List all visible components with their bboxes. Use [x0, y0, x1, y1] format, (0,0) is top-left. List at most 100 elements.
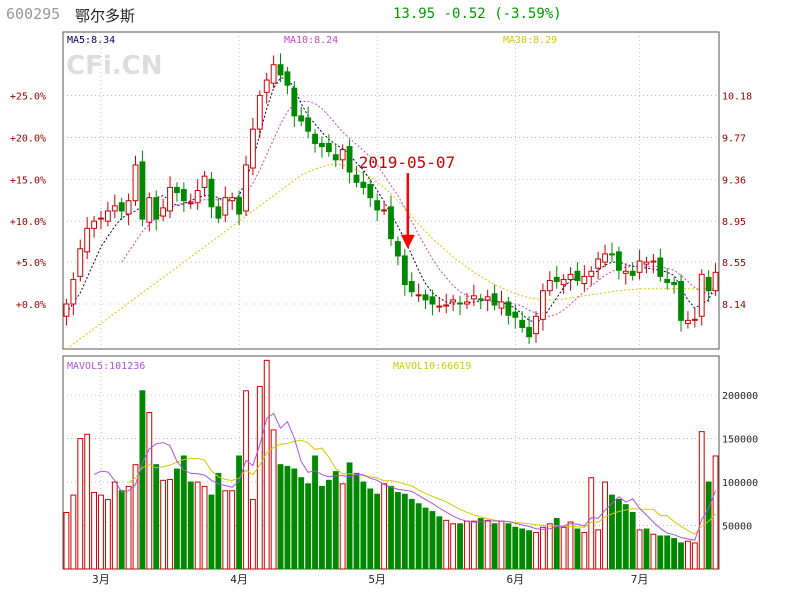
candle-up [581, 275, 588, 285]
candle-down [277, 64, 284, 76]
candle-up [381, 209, 388, 212]
candle-down [236, 197, 243, 215]
candle-down [346, 146, 353, 173]
candle-down [526, 327, 533, 338]
candle-down [671, 282, 678, 286]
volume-bar-up [229, 490, 236, 570]
candle-down [374, 200, 381, 211]
volume-bar-up [381, 483, 388, 570]
volume-bar-down [457, 523, 463, 570]
candle-up [643, 261, 650, 265]
volume-bar-up [125, 485, 132, 570]
quote-price: 13.95 [393, 6, 436, 22]
month-label: 5月 [368, 573, 386, 586]
volume-ma-lines [93, 412, 716, 541]
volume-bar-up [581, 531, 588, 570]
volume-bar-down [353, 472, 360, 570]
mavol10-line [128, 439, 716, 535]
volume-bar-up [464, 520, 470, 570]
candle-down [664, 278, 671, 284]
price-tick-label: 9.36 [722, 175, 746, 186]
volume-bar-down [346, 462, 353, 570]
candle-down [325, 142, 332, 153]
volume-bar-up [249, 498, 256, 570]
volume-bar-up [685, 540, 691, 570]
candle-down [215, 206, 222, 219]
candle-up [588, 270, 595, 277]
candle-down [298, 115, 305, 122]
volume-bar-down [208, 494, 215, 570]
candle-down [291, 87, 298, 117]
candle-up [146, 197, 153, 223]
candle-up [595, 258, 602, 269]
volume-bar-down [622, 504, 629, 570]
volume-bar-up [104, 498, 111, 570]
volume-tick-label: 200000 [722, 391, 758, 402]
candle-down [332, 154, 339, 161]
volume-bar-up [132, 464, 139, 570]
candle-up [63, 303, 70, 317]
candle-down [118, 202, 125, 212]
candle-up [194, 190, 201, 204]
volume-bar-up [470, 520, 477, 570]
watermark: CFi.CN [66, 51, 162, 81]
candle-down [574, 270, 581, 281]
volume-bar-up [650, 533, 657, 570]
candle-down [615, 251, 622, 271]
candle-down [401, 255, 408, 286]
volume-bar-down [388, 485, 394, 570]
volume-bar-down [236, 455, 243, 570]
candle-down [457, 302, 463, 305]
candle-up [263, 79, 270, 93]
volume-bar-up [498, 520, 505, 570]
candle-down [312, 133, 318, 144]
candle-down [208, 178, 215, 208]
volume-bar-down [643, 528, 650, 570]
candle-up [91, 220, 97, 229]
volume-bar-up [194, 481, 201, 570]
candle-up [201, 175, 208, 188]
volume-bar-down [657, 535, 664, 570]
price-legend-item: MA30:8.29 [503, 35, 557, 46]
volume-bar-down [284, 465, 291, 570]
price-legend-item: MA5:8.34 [67, 35, 115, 46]
volume-bar-up [698, 431, 705, 570]
candle-down [678, 281, 684, 321]
volume-bar-down [153, 464, 160, 570]
candle-up [104, 210, 111, 222]
candle-up [712, 271, 719, 292]
volume-bar-up [560, 526, 567, 570]
candle-down [180, 188, 187, 202]
ma30-line [66, 163, 716, 350]
volume-tick-label: 100000 [722, 478, 758, 489]
price-tick-label: 8.95 [722, 217, 746, 228]
candle-down [505, 301, 512, 316]
volume-bar-down [374, 493, 381, 570]
candle-up [470, 295, 477, 300]
pct-tick-label: +25.0% [10, 91, 46, 102]
volume-bar-down [360, 481, 367, 570]
volume-bar-up [636, 529, 643, 570]
annotation-arrow-head [400, 234, 415, 249]
candle-up [77, 248, 84, 277]
volume-bar-down [187, 481, 194, 570]
candle-down [360, 181, 367, 188]
volume-bar-down [305, 483, 312, 570]
stock-name: 鄂尔多斯 [75, 7, 136, 25]
volume-bar-down [553, 518, 560, 570]
candle-up [84, 227, 91, 253]
annotation-label: 2019-05-07 [359, 153, 455, 172]
volume-bar-down [678, 542, 684, 570]
month-label: 4月 [230, 573, 248, 586]
candle-up [229, 197, 236, 202]
candle-down [319, 142, 325, 148]
candle-down [553, 276, 560, 283]
volume-bar-down [512, 526, 519, 570]
candle-up [602, 253, 608, 263]
volume-bar-up [98, 494, 104, 570]
candle-down [139, 161, 146, 220]
candle-up [339, 149, 346, 161]
volume-bar-up [77, 438, 84, 570]
volume-bar-down [629, 511, 636, 570]
